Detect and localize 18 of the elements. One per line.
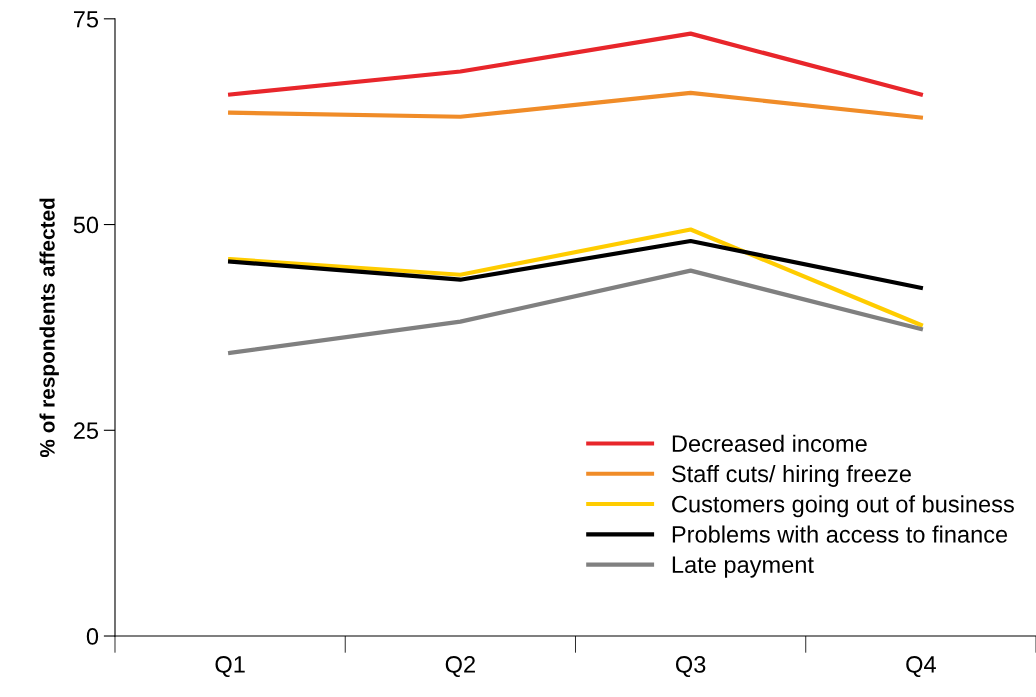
legend-label: Staff cuts/ hiring freeze	[671, 464, 911, 487]
legend-label: Problems with access to finance	[672, 525, 1008, 543]
y-tick-label: 75	[73, 11, 99, 28]
x-tick-label: Q4	[906, 656, 936, 678]
line-series	[228, 238, 923, 291]
x-tick-label: Q3	[675, 656, 706, 678]
line-series	[228, 268, 923, 356]
line-series	[228, 90, 923, 120]
legend-label: Customers going out of business	[672, 495, 1014, 518]
y-axis-title: % of respondents affected	[39, 198, 59, 458]
y-tick-label: 0	[86, 628, 99, 645]
x-tick-label: Q1	[215, 656, 245, 678]
legend-label: Decreased income	[672, 434, 867, 452]
y-tick-label: 50	[73, 216, 99, 234]
line-series	[228, 227, 923, 328]
x-tick-label: Q2	[445, 656, 475, 678]
y-tick-label: 25	[73, 422, 99, 440]
legend-label: Late payment	[672, 556, 814, 578]
